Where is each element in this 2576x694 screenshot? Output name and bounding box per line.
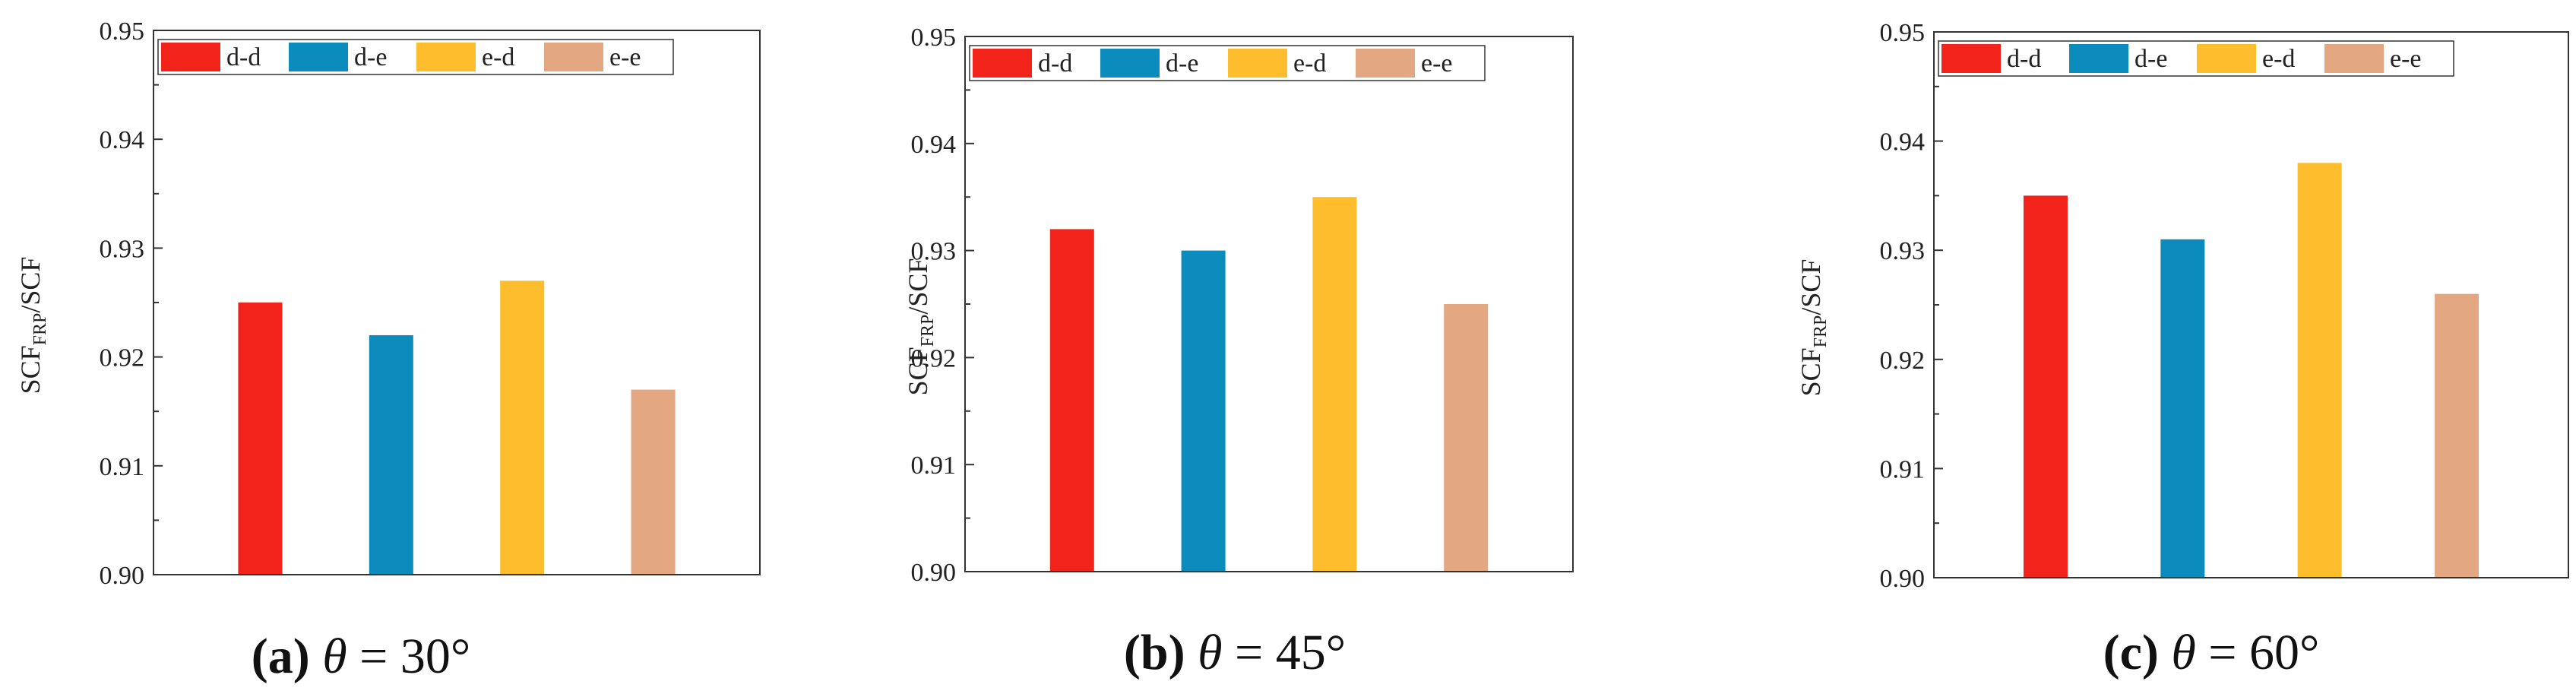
bar-e-d [1312,197,1357,572]
legend-swatch-d-e [1100,49,1160,78]
legend-label-e-e: e-e [609,43,641,71]
panel-caption: (b) θ = 45° [1124,625,1346,680]
y-tick-label: 0.90 [911,559,957,587]
legend-swatch-d-d [1941,44,2001,73]
y-tick-label: 0.93 [100,235,145,263]
legend-label-d-d: d-d [226,43,261,71]
bar-e-e [1444,304,1489,572]
y-tick-label: 0.94 [100,126,145,154]
legend: d-d d-e e-d e-e [969,45,1486,81]
y-tick-label: 0.93 [911,238,957,266]
legend-swatch-e-e [544,43,603,71]
chart-panel-2: 0.90 0.91 0.92 0.93 0.94 0.95 SCFFRP/SCF d-d d-e… [903,24,1574,680]
y-tick-label: 0.95 [1880,19,1926,47]
y-tick-label: 0.94 [911,131,957,159]
legend-swatch-d-d [161,43,220,71]
legend-swatch-e-d [1228,49,1287,78]
legend-swatch-d-e [2069,44,2128,73]
y-axis-label: SCFFRP/SCF [903,258,938,396]
legend-label-e-d: e-d [1293,49,1326,78]
panel-caption: (c) θ = 60° [2103,625,2320,680]
bar-d-e [369,334,413,575]
bar-e-d [2297,163,2342,578]
y-tick-label: 0.91 [1880,455,1926,483]
bar-e-e [631,389,676,575]
y-tick-label: 0.95 [100,17,145,46]
y-tick-label: 0.93 [1880,237,1926,265]
bar-d-d [1049,229,1094,572]
legend-label-d-d: d-d [2007,45,2041,73]
chart-panel-1: 0.90 0.91 0.92 0.93 0.94 0.95 SCFFRP/SCF d-d d-e… [15,17,761,684]
legend-swatch-d-e [289,43,348,71]
legend-label-d-e: d-e [2135,45,2167,73]
legend-swatch-e-d [2197,44,2256,73]
bar-e-e [2435,293,2479,578]
legend-label-d-d: d-d [1038,49,1072,78]
y-tick-label: 0.91 [100,453,145,481]
y-tick-label: 0.90 [1880,565,1926,593]
legend-swatch-e-e [1356,49,1415,78]
legend-label-d-e: d-e [1166,49,1198,78]
y-tick-label: 0.94 [1880,128,1926,157]
legend-swatch-e-e [2324,44,2384,73]
legend-label-e-d: e-d [2262,45,2295,73]
y-axis-label: SCFFRP/SCF [1796,259,1831,397]
y-tick-label: 0.92 [911,344,957,372]
bar-e-d [500,280,545,575]
bar-d-e [1181,250,1226,572]
chart-panel-3: 0.90 0.91 0.92 0.93 0.94 0.95 SCFFRP/SCF d-d d-e… [1796,19,2569,680]
bar-d-e [2160,239,2205,578]
legend-swatch-d-d [973,49,1032,78]
y-tick-label: 0.95 [911,24,957,52]
y-tick-label: 0.92 [100,344,145,372]
legend-label-e-e: e-e [2390,45,2422,73]
y-tick-label: 0.91 [911,452,957,480]
legend-swatch-e-d [416,43,476,71]
y-tick-label: 0.90 [100,562,145,590]
legend: d-d d-e e-d e-e [1938,40,2454,77]
legend-label-e-d: e-d [482,43,514,71]
legend-label-d-e: d-e [354,43,387,71]
y-axis-label: SCFFRP/SCF [15,257,50,395]
panel-caption: (a) θ = 30° [252,629,471,684]
legend-label-e-e: e-e [1421,49,1453,78]
legend: d-d d-e e-d e-e [157,39,674,75]
bar-d-d [238,303,283,575]
bar-d-d [2023,195,2068,578]
y-tick-label: 0.92 [1880,347,1926,375]
